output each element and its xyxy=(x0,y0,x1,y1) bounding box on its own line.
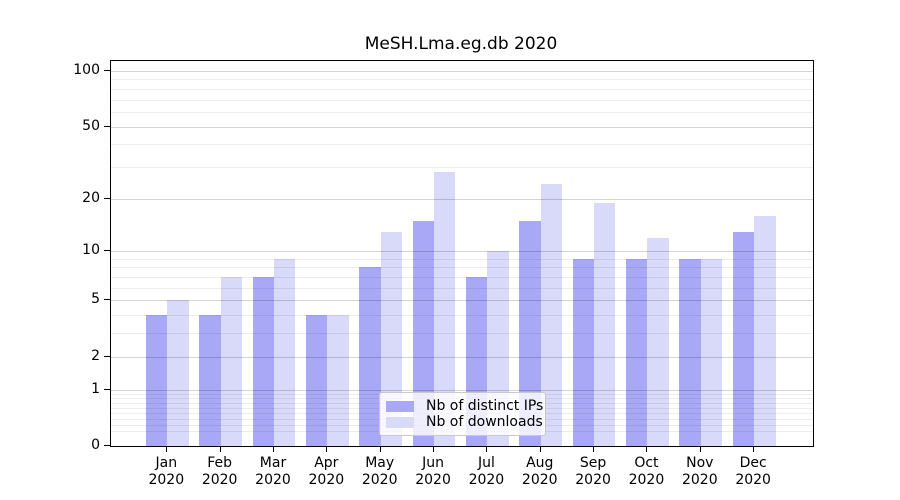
gridline-minor xyxy=(111,79,813,81)
y-tick-label: 20 xyxy=(82,189,100,206)
bar-distinct-ips-jun xyxy=(412,220,435,446)
bar-distinct-ips-feb xyxy=(199,315,221,446)
x-tick-mark xyxy=(273,446,274,452)
legend-swatch-downloads xyxy=(386,417,414,428)
gridline-major xyxy=(111,300,813,302)
bar-distinct-ips-nov xyxy=(679,258,701,446)
y-tick-mark xyxy=(104,197,110,199)
x-tick-label-sep: Sep 2020 xyxy=(575,455,611,488)
gridline-minor xyxy=(111,111,813,113)
bar-downloads-aug xyxy=(540,184,563,446)
bar-distinct-ips-dec xyxy=(732,231,755,446)
gridline-major xyxy=(111,71,813,72)
bar-downloads-mar xyxy=(274,258,296,446)
gridline-major xyxy=(111,389,813,391)
legend: Nb of distinct IPs Nb of downloads xyxy=(379,392,546,436)
x-tick-mark xyxy=(326,446,328,452)
x-tick-label-nov: Nov 2020 xyxy=(681,455,718,488)
gridline-minor xyxy=(111,267,813,269)
gridline-minor xyxy=(111,287,813,289)
x-tick-mark xyxy=(646,446,648,452)
x-tick-label-mar: Mar 2020 xyxy=(255,455,291,488)
x-tick-mark xyxy=(219,446,221,452)
x-tick-label-jul: Jul 2020 xyxy=(468,455,505,488)
gridline-minor xyxy=(111,258,813,260)
x-tick-mark xyxy=(539,446,541,452)
gridline-minor xyxy=(111,315,813,317)
y-tick-label: 1 xyxy=(91,380,100,397)
gridline-major xyxy=(111,251,813,253)
x-tick-label-oct: Oct 2020 xyxy=(628,455,665,488)
bar-distinct-ips-oct xyxy=(626,258,648,446)
gridline-minor xyxy=(111,333,813,335)
gridline-minor xyxy=(111,99,813,101)
bar-downloads-dec xyxy=(754,215,776,446)
x-tick-label-may: May 2020 xyxy=(361,455,398,488)
bar-downloads-jun xyxy=(434,172,456,446)
y-tick-mark xyxy=(104,250,110,252)
x-tick-label-jan: Jan 2020 xyxy=(148,455,185,488)
bar-downloads-oct xyxy=(647,237,669,446)
gridline-major xyxy=(111,356,813,358)
bar-downloads-nov xyxy=(700,258,723,446)
x-tick-label-aug: Aug 2020 xyxy=(521,455,558,488)
y-tick-label: 0 xyxy=(91,437,100,453)
legend-swatch-distinct-ips xyxy=(386,401,414,412)
gridline-major xyxy=(111,126,813,128)
y-tick-mark xyxy=(104,70,110,71)
bar-downloads-apr xyxy=(327,315,349,446)
gridline-minor xyxy=(111,277,813,279)
x-tick-mark xyxy=(166,446,168,452)
gridline-minor xyxy=(111,88,813,90)
bar-distinct-ips-mar xyxy=(252,277,274,446)
legend-label: Nb of downloads xyxy=(426,414,543,430)
y-tick-mark xyxy=(104,355,110,357)
bar-downloads-jan xyxy=(167,300,189,446)
gridline-major xyxy=(111,198,813,200)
bar-downloads-sep xyxy=(594,202,616,446)
y-tick-label: 10 xyxy=(82,242,100,259)
x-tick-mark xyxy=(593,446,595,452)
x-tick-mark xyxy=(699,446,701,452)
y-tick-label: 2 xyxy=(91,347,100,364)
y-tick-label: 100 xyxy=(73,62,100,78)
x-tick-mark xyxy=(379,446,381,452)
x-tick-mark xyxy=(433,446,435,452)
y-tick-label: 5 xyxy=(91,291,100,308)
bar-distinct-ips-jan xyxy=(145,315,168,446)
gridline-minor xyxy=(111,144,813,146)
bar-distinct-ips-apr xyxy=(305,315,328,446)
x-tick-mark xyxy=(753,446,755,452)
y-tick-mark xyxy=(104,299,110,301)
x-tick-label-apr: Apr 2020 xyxy=(308,455,345,488)
bar-downloads-feb xyxy=(220,277,243,446)
x-tick-label-jun: Jun 2020 xyxy=(415,455,451,488)
gridline-minor xyxy=(111,166,813,168)
bar-distinct-ips-sep xyxy=(572,258,595,446)
x-tick-label-dec: Dec 2020 xyxy=(735,455,771,488)
y-tick-mark xyxy=(104,125,110,127)
chart-title: MeSH.Lma.eg.db 2020 xyxy=(364,34,558,54)
bar-distinct-ips-may xyxy=(359,267,381,446)
x-tick-mark xyxy=(486,446,488,452)
bar-distinct-ips-aug xyxy=(519,220,541,446)
legend-entry: Nb of downloads xyxy=(386,415,543,430)
plot-area xyxy=(110,60,814,447)
legend-entry: Nb of distinct IPs xyxy=(386,399,543,414)
y-tick-mark xyxy=(104,388,110,390)
y-tick-mark xyxy=(104,445,110,446)
legend-label: Nb of distinct IPs xyxy=(426,398,544,414)
x-tick-label-feb: Feb 2020 xyxy=(201,455,238,488)
y-tick-label: 50 xyxy=(82,117,100,134)
